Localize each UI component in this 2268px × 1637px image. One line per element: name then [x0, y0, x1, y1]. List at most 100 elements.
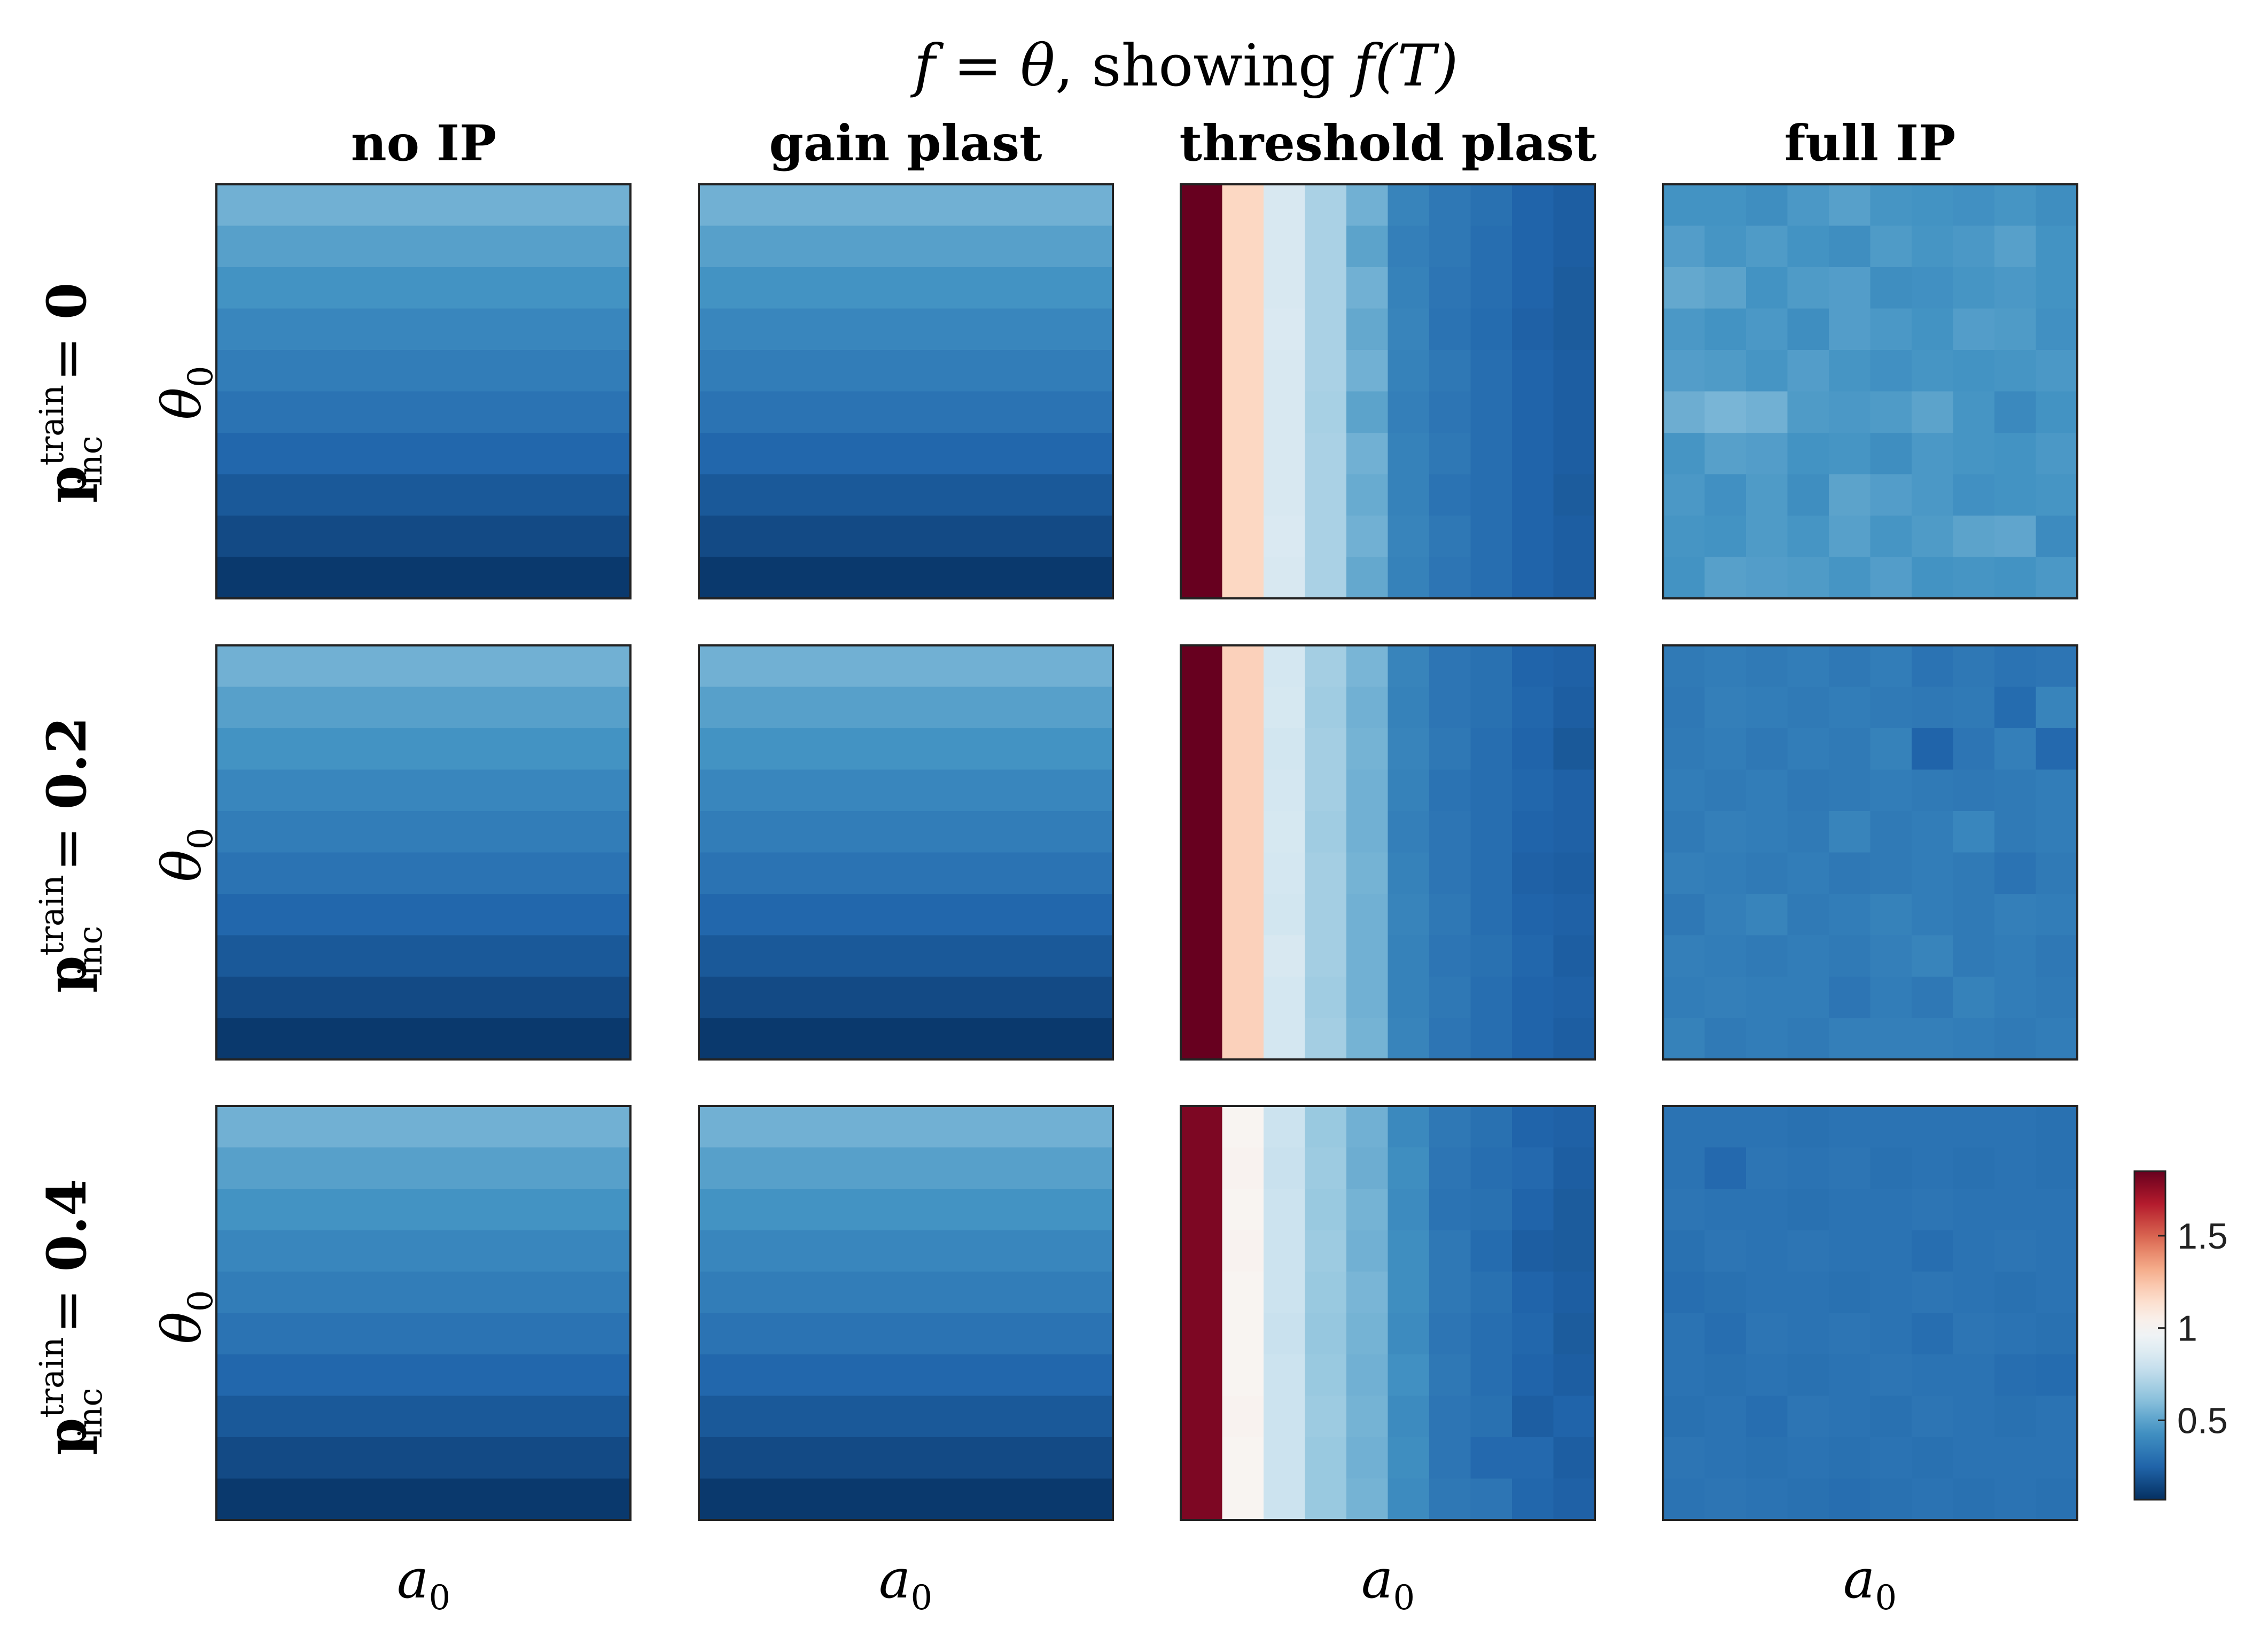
- heatmap-cell: [1746, 557, 1788, 599]
- heatmap-cell: [1264, 516, 1306, 558]
- title-eq: =: [935, 33, 1020, 99]
- heatmap-cell: [782, 645, 824, 688]
- heatmap-cell: [823, 1396, 865, 1438]
- heatmap-cell: [947, 645, 989, 688]
- heatmap-cell: [1470, 516, 1513, 558]
- heatmap-cell: [258, 645, 300, 688]
- heatmap-cell: [589, 852, 631, 894]
- heatmap-cell: [506, 391, 548, 433]
- heatmap-cell: [589, 1189, 631, 1231]
- heatmap-cell: [1746, 769, 1788, 812]
- heatmap-cell: [1030, 184, 1072, 227]
- heatmap-cell: [1994, 977, 2037, 1019]
- heatmap-cell: [1470, 894, 1513, 936]
- heatmap-cell: [1829, 1272, 1871, 1314]
- heatmap-cell: [1912, 391, 1954, 433]
- heatmap-cell: [1470, 687, 1513, 729]
- heatmap-cell: [1704, 977, 1747, 1019]
- heatmap-cell: [506, 894, 548, 936]
- heatmap-cell: [1953, 225, 1995, 268]
- heatmap-cell: [1829, 1147, 1871, 1189]
- heatmap-cell: [1429, 1354, 1471, 1397]
- heatmap-cell: [1994, 1313, 2037, 1355]
- heatmap-cell: [1787, 1230, 1829, 1272]
- heatmap-cell: [947, 516, 989, 558]
- heatmap-cell: [1222, 225, 1264, 268]
- heatmap-cell: [1994, 1018, 2037, 1060]
- heatmap-cell: [1030, 935, 1072, 977]
- heatmap-cell: [1553, 474, 1595, 516]
- heatmap-cell: [1512, 1189, 1554, 1231]
- heatmap-cell: [1746, 184, 1788, 227]
- heatmap-cell: [1994, 1189, 2037, 1231]
- heatmap-cell: [823, 935, 865, 977]
- heatmap-cell: [1512, 687, 1554, 729]
- heatmap-cell: [2036, 1147, 2078, 1189]
- heatmap-cell: [1912, 557, 1954, 599]
- heatmap-cell: [589, 687, 631, 729]
- heatmap-cell: [1953, 391, 1995, 433]
- svg-text:ptraininc = 0: ptraininc = 0: [32, 283, 110, 503]
- heatmap-cell: [1512, 1272, 1554, 1314]
- heatmap-cell: [1953, 728, 1995, 770]
- heatmap-cell: [340, 1147, 383, 1189]
- heatmap-cell: [1071, 769, 1113, 812]
- heatmap-cell: [1030, 308, 1072, 350]
- panel-frame: [1662, 183, 2078, 599]
- heatmap-cell: [906, 687, 948, 729]
- heatmap-cell: [1429, 977, 1471, 1019]
- row-label-p: p: [35, 465, 98, 503]
- heatmap-cell: [2036, 184, 2078, 227]
- heatmap-cell: [1663, 769, 1705, 812]
- heatmap-cell: [1222, 1230, 1264, 1272]
- heatmap-cell: [906, 433, 948, 475]
- heatmap-cell: [1071, 728, 1113, 770]
- row-label-sub: inc: [71, 1388, 110, 1438]
- heatmap-cell: [1994, 935, 2037, 977]
- heatmap-cell: [1071, 474, 1113, 516]
- heatmap-cell: [1953, 1478, 1995, 1521]
- heatmap-cell: [782, 350, 824, 392]
- heatmap-cell: [382, 308, 424, 350]
- heatmap-cell: [589, 1313, 631, 1355]
- heatmap-cell: [1912, 894, 1954, 936]
- heatmap-cell: [1912, 645, 1954, 688]
- row-label-value: 0.2: [35, 716, 98, 809]
- heatmap-cell: [548, 225, 590, 268]
- heatmap-cell: [782, 1478, 824, 1521]
- heatmap-cell: [1512, 225, 1554, 268]
- heatmap-cell: [1071, 516, 1113, 558]
- svg-text:θ0: θ0: [151, 366, 221, 420]
- heatmap-cell: [782, 1230, 824, 1272]
- heatmap-cell: [2036, 1230, 2078, 1272]
- xlabel-col-1: a0: [879, 1548, 932, 1618]
- heatmap-cell: [864, 645, 907, 688]
- heatmap-cell: [1704, 433, 1747, 475]
- heatmap-cell: [1264, 474, 1306, 516]
- heatmap-cell: [1704, 1272, 1747, 1314]
- heatmap-cell: [340, 184, 383, 227]
- heatmap-cell: [589, 308, 631, 350]
- heatmap-cell: [782, 1189, 824, 1231]
- heatmap-cell: [1553, 433, 1595, 475]
- heatmap-cell: [258, 769, 300, 812]
- heatmap-cell: [506, 557, 548, 599]
- heatmap-cell: [906, 225, 948, 268]
- heatmap-cell: [699, 267, 741, 309]
- heatmap-cell: [1870, 350, 1912, 392]
- heatmap-cell: [1994, 1396, 2037, 1438]
- heatmap-cell: [740, 516, 782, 558]
- heatmap-cell: [589, 894, 631, 936]
- heatmap-cell: [1746, 225, 1788, 268]
- heatmap-cell: [1264, 1147, 1306, 1189]
- heatmap-cell: [1912, 225, 1954, 268]
- panel-frame: [215, 1105, 632, 1521]
- heatmap-cell: [506, 225, 548, 268]
- heatmap-cell: [1071, 935, 1113, 977]
- heatmap-cell: [1870, 1106, 1912, 1148]
- heatmap-cell: [1181, 433, 1223, 475]
- heatmap-cell: [1264, 852, 1306, 894]
- heatmap-cell: [1346, 728, 1389, 770]
- panel-frame: [1180, 183, 1596, 599]
- heatmap-cell: [1512, 474, 1554, 516]
